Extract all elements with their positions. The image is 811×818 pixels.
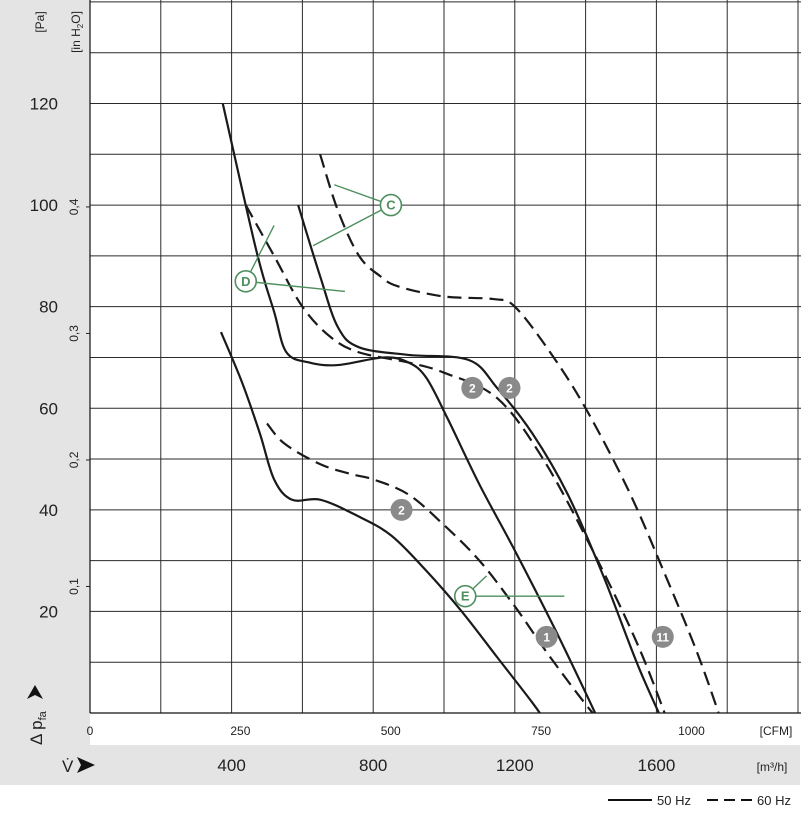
y-tick-label: 20: [39, 602, 58, 621]
y2-tick-label: 0,1: [67, 578, 81, 595]
marker-label: 2: [469, 381, 476, 395]
curve-50hz-1: [297, 204, 661, 713]
y-axis-label: Δ pfa: [27, 710, 49, 745]
curve-60hz-2: [244, 204, 666, 713]
x-m3h-tick-label: 400: [217, 756, 245, 775]
x-axis-label: V̇: [62, 757, 74, 776]
markers: 2 221 11: [390, 376, 674, 648]
callout-circle: [234, 269, 258, 293]
x-axis-cfm-unit: [CFM]: [760, 724, 793, 738]
y-tick-label: 100: [30, 196, 58, 215]
y-axis-unit: [Pa]: [33, 11, 47, 32]
marker-circle: [535, 625, 558, 648]
y-axis-arrow-icon: [27, 685, 43, 699]
marker-label: 1: [543, 630, 550, 644]
callout-label: D: [241, 274, 250, 289]
x-axis-band: [0, 745, 800, 785]
y-tick-label: 40: [39, 501, 58, 520]
marker-label: 11: [656, 630, 669, 644]
x-axis-arrow-icon: [77, 757, 95, 773]
y2-tick-label: 0,2: [67, 451, 81, 468]
x-m3h-tick-label: 1600: [637, 756, 675, 775]
callouts: C D E: [234, 184, 565, 608]
curve-50hz-4: [219, 331, 542, 713]
y-tick-label: 120: [30, 95, 58, 114]
y-axis-band: [0, 0, 90, 745]
y-axis-ticks: 120 100 80 60 40 20: [30, 95, 58, 622]
callout-leader: [312, 204, 392, 247]
y2-tick-label: 0,4: [67, 198, 81, 215]
y-axis-secondary-unit: [in H2O]: [69, 11, 85, 53]
legend-solid-label: 50 Hz: [657, 793, 691, 808]
callout-circle: [379, 193, 403, 217]
marker-label: 2: [506, 381, 513, 395]
y2-tick-label: 0,3: [67, 325, 81, 342]
curves: [219, 103, 720, 713]
marker-circle: [390, 498, 413, 521]
x-axis-m3h-ticks: 400 800 1200 1600: [217, 756, 675, 775]
x-m3h-tick-label: 1200: [496, 756, 534, 775]
y-tick-label: 80: [39, 298, 58, 317]
x-cfm-tick-label: 750: [531, 724, 551, 738]
curve-60hz-5: [266, 422, 595, 713]
y-axis-secondary-ticks: 0,4 0,3 0,2 0,1: [67, 198, 90, 595]
x-axis-m3h-unit: [m³/h]: [757, 760, 788, 774]
curve-60hz-3: [319, 153, 720, 713]
callout-leader: [245, 280, 345, 293]
callout-circle: [453, 584, 477, 608]
marker-circle: [498, 376, 521, 399]
legend-dashed-label: 60 Hz: [757, 793, 791, 808]
x-cfm-tick-label: 1000: [678, 724, 705, 738]
callout-label: C: [386, 198, 396, 213]
y-tick-label: 60: [39, 399, 58, 418]
x-cfm-tick-label: 0: [87, 724, 94, 738]
marker-label: 2: [398, 503, 405, 517]
legend: 50 Hz 60 Hz: [608, 793, 791, 808]
x-axis-cfm-ticks: 0 250 500 750 1000: [87, 724, 705, 738]
marker-circle: [651, 625, 674, 648]
x-m3h-tick-label: 800: [359, 756, 387, 775]
callout-label: E: [461, 589, 470, 604]
x-cfm-tick-label: 500: [381, 724, 401, 738]
x-cfm-tick-label: 250: [230, 724, 250, 738]
marker-circle: [461, 376, 484, 399]
